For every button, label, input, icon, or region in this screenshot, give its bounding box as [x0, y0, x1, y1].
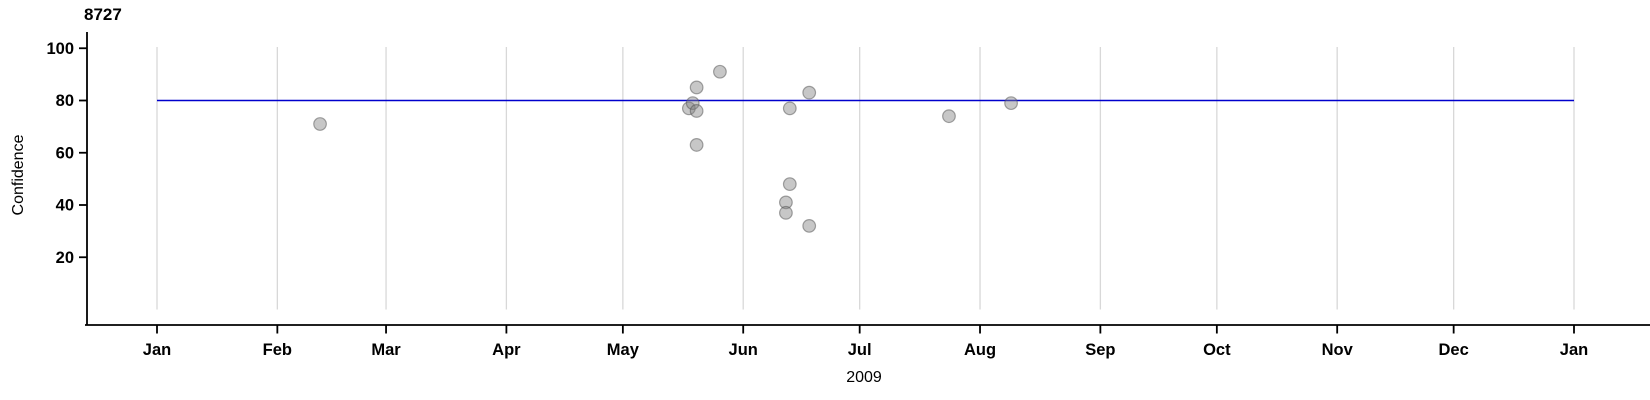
- x-axis-title: 2009: [846, 369, 882, 386]
- data-point: [782, 177, 797, 192]
- data-point: [782, 101, 797, 116]
- x-tick-label: Oct: [1203, 341, 1231, 359]
- x-tick-label: Apr: [492, 341, 521, 359]
- x-tick-label: Jul: [848, 341, 872, 359]
- data-point: [942, 109, 956, 124]
- data-point: [313, 117, 327, 131]
- data-point: [689, 80, 704, 95]
- data-point: [779, 205, 793, 220]
- data-point: [713, 64, 727, 79]
- y-axis-title: Confidence: [10, 134, 27, 216]
- x-tick-label: Aug: [964, 341, 996, 359]
- data-point: [802, 218, 817, 233]
- y-tick-label: 40: [56, 197, 74, 215]
- x-tick-label: Mar: [371, 341, 401, 359]
- x-tick-label: Nov: [1322, 341, 1354, 359]
- x-tick-label: May: [607, 341, 640, 359]
- x-tick-label: Jun: [729, 341, 758, 359]
- data-point: [689, 104, 704, 118]
- x-tick-label: Dec: [1439, 341, 1469, 359]
- x-tick-label: Jan: [143, 341, 171, 359]
- y-tick-label: 20: [56, 249, 74, 267]
- data-point: [802, 85, 817, 100]
- data-point: [779, 195, 793, 210]
- y-tick-label: 60: [56, 144, 74, 162]
- data-point: [1004, 96, 1018, 111]
- data-point: [685, 96, 700, 111]
- data-point: [689, 138, 704, 152]
- x-tick-label: Jan: [1560, 341, 1588, 359]
- y-tick-label: 80: [56, 92, 74, 110]
- x-tick-label: Sep: [1085, 341, 1115, 359]
- chart-title: 8727: [84, 5, 122, 24]
- x-tick-label: Feb: [263, 341, 292, 359]
- y-tick-label: 100: [46, 40, 74, 58]
